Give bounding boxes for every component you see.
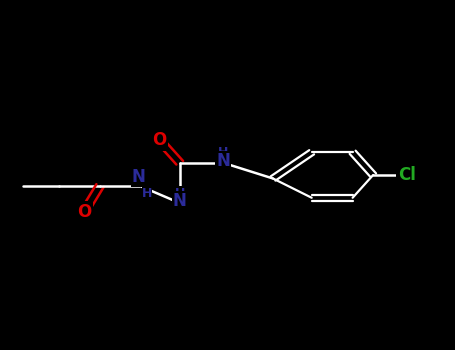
Text: N: N [216,152,230,170]
Text: H: H [142,187,152,200]
Text: N: N [132,168,146,186]
Text: H: H [175,187,185,200]
Text: O: O [152,131,167,149]
Text: Cl: Cl [398,166,416,184]
Text: N: N [173,192,187,210]
Text: H: H [218,146,228,160]
Text: O: O [77,203,91,221]
